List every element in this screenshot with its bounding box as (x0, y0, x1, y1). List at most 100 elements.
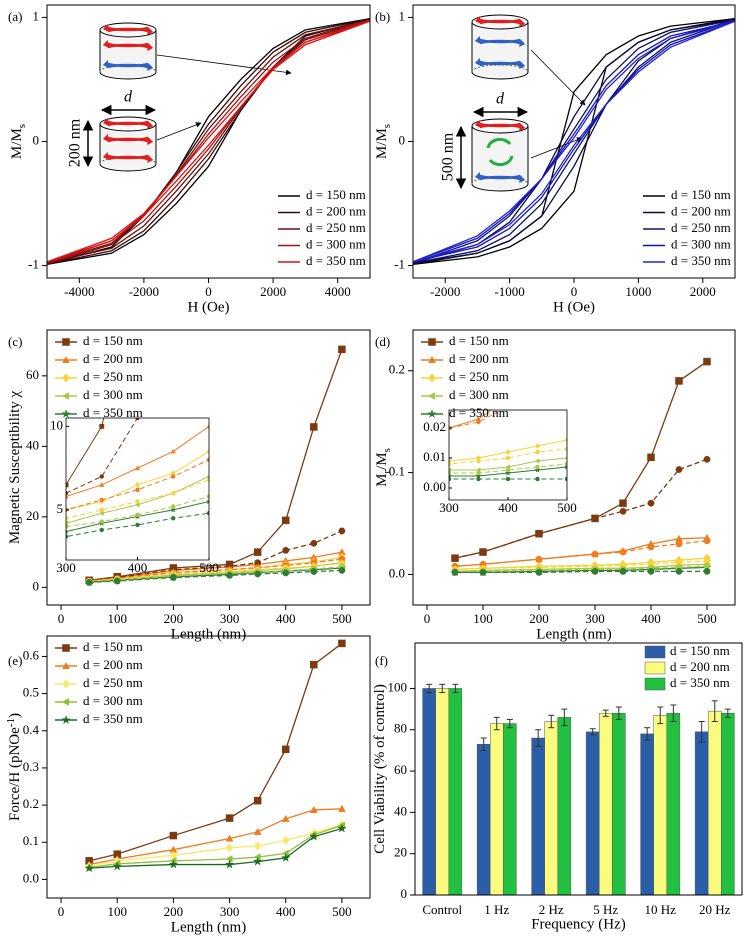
vortex-arrow (486, 137, 512, 149)
marker (647, 499, 655, 507)
x-tick-label: 0 (571, 284, 578, 299)
legend-label: d = 200 nm (670, 659, 730, 674)
marker (254, 570, 262, 578)
marker (226, 571, 233, 579)
marker (85, 579, 93, 586)
marker (224, 859, 235, 869)
error-bar (724, 708, 731, 718)
marker (535, 381, 539, 385)
legend-swatch (644, 677, 666, 691)
x-tick-label: -2000 (430, 284, 460, 299)
y-tick-label: 1 (399, 8, 406, 23)
pointer-arrow (156, 122, 202, 141)
marker (329, 480, 333, 484)
legend-swatch (644, 661, 666, 675)
legend-marker (61, 408, 71, 419)
series-line (89, 569, 342, 584)
spin-arrow-head (102, 24, 109, 32)
series-line (89, 566, 342, 583)
marker (84, 863, 94, 873)
y-tick-label: 0.0 (389, 565, 405, 580)
inset-y-tick-label: 10 (50, 417, 63, 432)
marker (563, 463, 567, 470)
y-axis-title: M/Ms (9, 124, 27, 159)
marker (281, 516, 290, 525)
legend-marker (428, 373, 436, 383)
legend-label: d = 150 nm (83, 639, 143, 654)
y-tick-label: 0 (33, 132, 40, 147)
marker (225, 814, 234, 822)
marker (169, 574, 177, 581)
marker (206, 448, 209, 455)
marker (329, 477, 333, 481)
marker (647, 453, 655, 462)
bar (448, 688, 463, 896)
marker (337, 823, 347, 833)
marker (329, 474, 333, 478)
marker (113, 577, 121, 585)
y-tick-label: 80 (394, 721, 407, 736)
series-line (47, 18, 370, 265)
y-axis-title-part: s (381, 124, 393, 128)
marker (388, 441, 392, 445)
series-line (454, 458, 708, 559)
y-tick-label: 20 (26, 508, 39, 523)
marker (338, 567, 346, 574)
bar (585, 731, 600, 896)
marker (207, 324, 211, 328)
marker (564, 461, 567, 467)
plot-frame (46, 4, 371, 279)
marker (300, 438, 304, 442)
marker (329, 420, 333, 424)
spin-arrow (479, 19, 521, 25)
legend-marker (62, 679, 70, 689)
legend-label: d = 200 nm (83, 657, 143, 672)
inset-series-group (66, 324, 211, 539)
y-tick-label: 0.5 (23, 685, 39, 700)
bar (598, 712, 613, 896)
y-tick-label: 0.1 (389, 464, 405, 479)
marker (282, 569, 290, 577)
marker (447, 321, 451, 325)
marker (675, 377, 683, 385)
legend-label: d = 200 nm (449, 351, 509, 366)
y-axis-title-part: Magnetic Susceptibility χ (7, 391, 23, 545)
marker (168, 859, 179, 869)
legend-label: d = 150 nm (83, 333, 143, 348)
y-tick-label: 1 (33, 8, 40, 23)
series-line (66, 425, 209, 498)
annotation: 200 nm (67, 118, 84, 167)
series-line (413, 20, 735, 263)
bar (612, 712, 626, 896)
marker (225, 843, 234, 853)
spin-arrow-head (519, 19, 526, 27)
marker (99, 482, 105, 487)
marker (66, 520, 69, 526)
y-tick-label: 40 (26, 437, 39, 452)
marker (703, 357, 711, 366)
error-bar (589, 728, 596, 736)
marker (675, 466, 683, 473)
x-tick-label: 2000 (260, 284, 286, 299)
y-axis-title: Force/H (pNOe-1) (5, 713, 24, 821)
y-tick-label: 0.6 (23, 647, 40, 662)
series-line (413, 19, 735, 264)
marker (703, 537, 711, 545)
legend-label: d = 300 nm (306, 236, 366, 251)
y-axis-title-part: /M (374, 452, 390, 470)
marker (310, 539, 318, 547)
y-tick-label: 0.0 (23, 870, 39, 885)
legend-marker (62, 644, 70, 652)
marker (225, 834, 234, 842)
legend-label: d = 250 nm (83, 675, 143, 690)
spin-arrow (107, 137, 149, 143)
marker (505, 455, 511, 461)
marker (99, 507, 104, 513)
marker (99, 510, 104, 516)
bar (557, 717, 572, 896)
spin-arrow-head (519, 39, 526, 47)
marker (66, 493, 69, 499)
series-group (47, 18, 370, 265)
series-line (449, 478, 567, 480)
